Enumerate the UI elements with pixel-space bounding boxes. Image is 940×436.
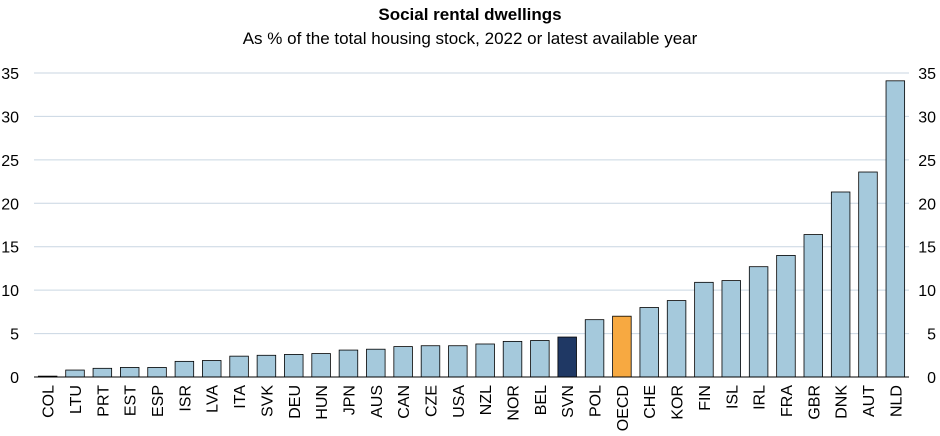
bar-ita — [229, 355, 249, 378]
bar-isl — [721, 280, 741, 378]
y-tick-label-left: 5 — [10, 327, 19, 344]
bar-irl — [748, 266, 769, 378]
y-tick-label-left: 10 — [1, 283, 19, 300]
bar-nzl — [475, 343, 495, 378]
bar-ltu — [65, 369, 85, 378]
bar-aus — [366, 348, 386, 378]
y-tick-label-right: 35 — [918, 66, 936, 83]
bar-cze — [420, 345, 441, 378]
x-tick-label: NOR — [506, 385, 523, 421]
x-tick-label: USA — [451, 385, 468, 418]
bar-che — [639, 307, 659, 378]
x-tick-label: EST — [123, 385, 140, 416]
x-tick-label: CHE — [642, 385, 659, 419]
bar-can — [393, 346, 413, 378]
bar-fra — [776, 254, 796, 378]
chart-title: Social rental dwellings — [378, 5, 562, 24]
x-tick-label: LTU — [68, 385, 85, 414]
bar-gbr — [803, 234, 823, 378]
x-tick-label: COL — [41, 385, 58, 418]
bar-nor — [502, 340, 523, 378]
bar-nld — [885, 80, 906, 378]
x-tick-label: HUN — [314, 385, 331, 420]
y-tick-label-left: 30 — [1, 109, 19, 126]
y-tick-label-left: 20 — [1, 196, 19, 213]
y-tick-label-right: 30 — [918, 109, 936, 126]
x-tick-label: GBR — [806, 385, 823, 420]
x-tick-label: SVK — [259, 385, 276, 417]
bar-hun — [311, 353, 331, 378]
bar-deu — [284, 354, 304, 378]
bar-est — [120, 367, 140, 378]
y-tick-label-left: 0 — [10, 370, 19, 387]
bar-pol — [584, 319, 605, 378]
chart-subtitle: As % of the total housing stock, 2022 or… — [242, 29, 698, 48]
x-tick-label: PRT — [95, 385, 112, 417]
bar-aut — [858, 171, 878, 378]
x-tick-label: POL — [588, 385, 605, 417]
bar-jpn — [338, 349, 359, 378]
bar-svk — [256, 354, 277, 378]
x-tick-label: IRL — [752, 385, 769, 410]
y-tick-label-left: 15 — [1, 240, 19, 257]
y-tick-label-right: 15 — [918, 240, 936, 257]
y-tick-label-right: 10 — [918, 283, 936, 300]
x-tick-label: NZL — [478, 385, 495, 415]
x-tick-label: ESP — [150, 385, 167, 417]
bar-oecd — [612, 315, 632, 378]
x-tick-label: BEL — [533, 385, 550, 415]
x-tick-label: AUS — [369, 385, 386, 418]
x-tick-label: OECD — [615, 385, 632, 431]
bar-prt — [92, 367, 113, 378]
x-tick-label: LVA — [205, 385, 222, 413]
bar-dnk — [830, 191, 851, 378]
y-tick-label-left: 35 — [1, 66, 19, 83]
bar-isr — [174, 360, 195, 378]
bar-fin — [694, 281, 714, 378]
x-tick-label: KOR — [670, 385, 687, 420]
y-tick-label-right: 25 — [918, 153, 936, 170]
x-tick-label: ISL — [724, 385, 741, 409]
x-tick-label: AUT — [861, 385, 878, 417]
bar-esp — [147, 367, 167, 378]
bar-usa — [448, 345, 468, 378]
y-tick-label-left: 25 — [1, 153, 19, 170]
bar-bel — [530, 340, 550, 378]
x-tick-label: SVN — [560, 385, 577, 418]
x-tick-label: DEU — [287, 385, 304, 419]
x-tick-label: CZE — [423, 385, 440, 417]
x-tick-label: CAN — [396, 385, 413, 419]
bar-kor — [666, 300, 687, 378]
y-tick-label-right: 0 — [927, 370, 936, 387]
x-tick-label: ISR — [177, 385, 194, 412]
x-tick-label: JPN — [341, 385, 358, 415]
bar-svn — [557, 336, 577, 378]
y-tick-label-right: 20 — [918, 196, 936, 213]
x-tick-label: FIN — [697, 385, 714, 411]
x-tick-label: DNK — [834, 385, 851, 419]
y-tick-label-right: 5 — [927, 327, 936, 344]
x-tick-label: ITA — [232, 385, 249, 409]
x-tick-label: NLD — [888, 385, 905, 417]
x-tick-label: FRA — [779, 385, 796, 417]
bar-lva — [202, 360, 222, 378]
